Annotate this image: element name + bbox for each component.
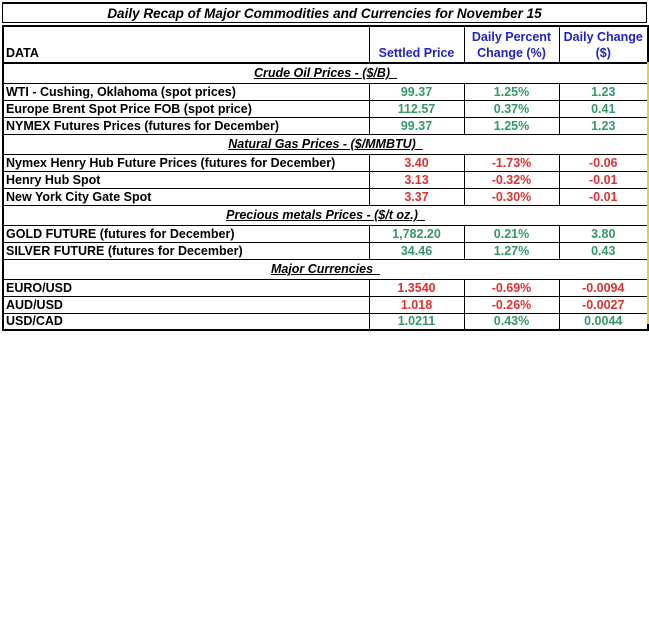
section-header-row: Crude Oil Prices - ($/B) xyxy=(2,62,649,84)
section-header-label: Natural Gas Prices - ($/MMBTU) xyxy=(228,137,416,151)
column-header-data: DATA xyxy=(2,25,370,64)
percent-change-cell: -0.69% xyxy=(463,278,560,297)
daily-change-cell: 0.41 xyxy=(558,99,649,118)
column-header-settled-price: Settled Price xyxy=(368,25,465,64)
table-row: SILVER FUTURE (futures for December) 34.… xyxy=(2,241,649,260)
daily-change-cell: 0.0044 xyxy=(558,312,649,331)
settled-price-cell: 1.3540 xyxy=(368,278,465,297)
section-header-row: Major Currencies xyxy=(2,258,649,280)
daily-change-cell: 3.80 xyxy=(558,224,649,243)
settled-price-cell: 1.0211 xyxy=(368,312,465,331)
table-row: WTI - Cushing, Oklahoma (spot prices) 99… xyxy=(2,82,649,101)
recap-table: DATA Settled Price Daily Percent Change … xyxy=(2,25,649,331)
settled-price-cell: 1.018 xyxy=(368,295,465,314)
percent-change-cell: 1.27% xyxy=(463,241,560,260)
row-label-cell: Nymex Henry Hub Future Prices (futures f… xyxy=(2,153,370,172)
table-row: GOLD FUTURE (futures for December) 1,782… xyxy=(2,224,649,243)
row-label-cell: Henry Hub Spot xyxy=(2,170,370,189)
percent-change-cell: 0.43% xyxy=(463,312,560,331)
settled-price-cell: 99.37 xyxy=(368,116,465,135)
daily-change-cell: 0.43 xyxy=(558,241,649,260)
daily-change-cell: -0.06 xyxy=(558,153,649,172)
row-label-cell: WTI - Cushing, Oklahoma (spot prices) xyxy=(2,82,370,101)
row-label-cell: Europe Brent Spot Price FOB (spot price) xyxy=(2,99,370,118)
row-label-cell: New York City Gate Spot xyxy=(2,187,370,206)
percent-change-cell: 1.25% xyxy=(463,116,560,135)
table-row: EURO/USD 1.3540 -0.69% -0.0094 xyxy=(2,278,649,297)
settled-price-cell: 34.46 xyxy=(368,241,465,260)
table-row: USD/CAD 1.0211 0.43% 0.0044 xyxy=(2,312,649,331)
daily-change-cell: -0.01 xyxy=(558,187,649,206)
settled-price-cell: 1,782.20 xyxy=(368,224,465,243)
table-row: Henry Hub Spot 3.13 -0.32% -0.01 xyxy=(2,170,649,189)
settled-price-cell: 3.13 xyxy=(368,170,465,189)
section-header-label: Major Currencies xyxy=(270,262,374,276)
column-header-row: DATA Settled Price Daily Percent Change … xyxy=(2,25,649,64)
table-row: New York City Gate Spot 3.37 -0.30% -0.0… xyxy=(2,187,649,206)
section-header-label: Precious metals Prices - ($/t oz.) xyxy=(226,208,418,222)
yellow-highlight-strip xyxy=(647,62,649,324)
percent-change-cell: 0.21% xyxy=(463,224,560,243)
row-label-cell: EURO/USD xyxy=(2,278,370,297)
section-header-label: Crude Oil Prices - ($/B) xyxy=(253,66,391,81)
column-header-daily-change: Daily Change ($) xyxy=(558,25,649,64)
column-header-daily-percent-change: Daily Percent Change (%) xyxy=(463,25,560,64)
percent-change-cell: -0.30% xyxy=(463,187,560,206)
percent-change-cell: 1.25% xyxy=(463,82,560,101)
daily-change-cell: -0.0027 xyxy=(558,295,649,314)
percent-change-cell: -0.26% xyxy=(463,295,560,314)
table-row: AUD/USD 1.018 -0.26% -0.0027 xyxy=(2,295,649,314)
section-header-row: Precious metals Prices - ($/t oz.) xyxy=(2,204,649,226)
page-title: Daily Recap of Major Commodities and Cur… xyxy=(2,2,647,23)
row-label-cell: NYMEX Futures Prices (futures for Decemb… xyxy=(2,116,370,135)
percent-change-cell: -1.73% xyxy=(463,153,560,172)
table-row: NYMEX Futures Prices (futures for Decemb… xyxy=(2,116,649,135)
table-body: DATA Settled Price Daily Percent Change … xyxy=(2,25,649,331)
daily-change-cell: 1.23 xyxy=(558,82,649,101)
daily-change-cell: -0.01 xyxy=(558,170,649,189)
settled-price-cell: 112.57 xyxy=(368,99,465,118)
row-label-cell: AUD/USD xyxy=(2,295,370,314)
section-header-row: Natural Gas Prices - ($/MMBTU) xyxy=(2,133,649,155)
row-label-cell: GOLD FUTURE (futures for December) xyxy=(2,224,370,243)
row-label-cell: SILVER FUTURE (futures for December) xyxy=(2,241,370,260)
table-row: Europe Brent Spot Price FOB (spot price)… xyxy=(2,99,649,118)
daily-change-cell: 1.23 xyxy=(558,116,649,135)
daily-change-cell: -0.0094 xyxy=(558,278,649,297)
settled-price-cell: 3.40 xyxy=(368,153,465,172)
settled-price-cell: 3.37 xyxy=(368,187,465,206)
row-label-cell: USD/CAD xyxy=(2,312,370,331)
percent-change-cell: 0.37% xyxy=(463,99,560,118)
table-row: Nymex Henry Hub Future Prices (futures f… xyxy=(2,153,649,172)
percent-change-cell: -0.32% xyxy=(463,170,560,189)
settled-price-cell: 99.37 xyxy=(368,82,465,101)
